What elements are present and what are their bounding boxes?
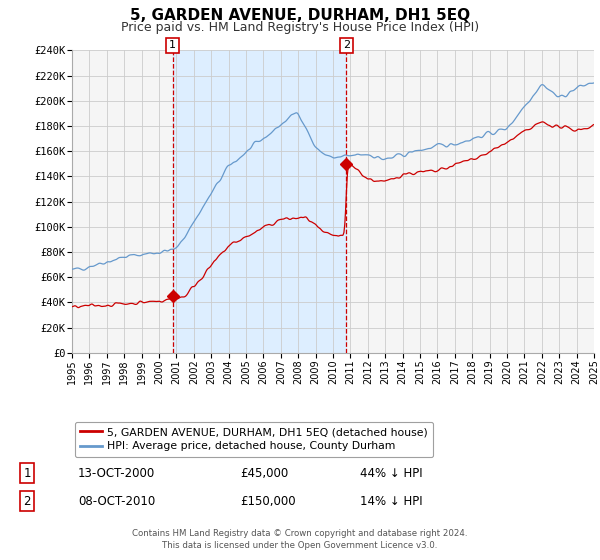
Text: 1: 1 [23, 466, 31, 480]
Bar [173, 50, 346, 353]
Text: 2: 2 [23, 494, 31, 508]
Text: Contains HM Land Registry data © Crown copyright and database right 2024.: Contains HM Land Registry data © Crown c… [132, 529, 468, 538]
Text: 5, GARDEN AVENUE, DURHAM, DH1 5EQ: 5, GARDEN AVENUE, DURHAM, DH1 5EQ [130, 8, 470, 24]
Text: 1: 1 [169, 40, 176, 50]
Text: 14% ↓ HPI: 14% ↓ HPI [360, 494, 422, 508]
Text: This data is licensed under the Open Government Licence v3.0.: This data is licensed under the Open Gov… [163, 541, 437, 550]
Text: 08-OCT-2010: 08-OCT-2010 [78, 494, 155, 508]
Text: £150,000: £150,000 [240, 494, 296, 508]
Text: Price paid vs. HM Land Registry's House Price Index (HPI): Price paid vs. HM Land Registry's House … [121, 21, 479, 34]
Legend: 5, GARDEN AVENUE, DURHAM, DH1 5EQ (detached house), HPI: Average price, detached: 5, GARDEN AVENUE, DURHAM, DH1 5EQ (detac… [75, 422, 433, 457]
Text: 44% ↓ HPI: 44% ↓ HPI [360, 466, 422, 480]
Text: 13-OCT-2000: 13-OCT-2000 [78, 466, 155, 480]
Text: £45,000: £45,000 [240, 466, 288, 480]
Text: 2: 2 [343, 40, 350, 50]
